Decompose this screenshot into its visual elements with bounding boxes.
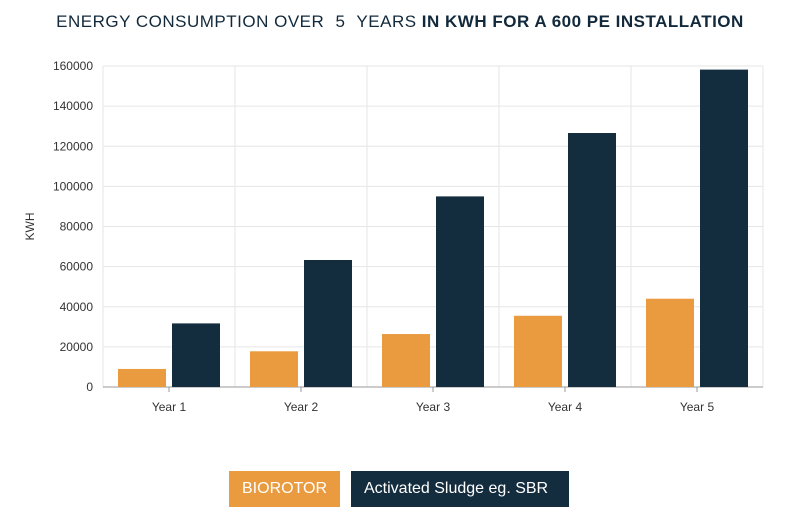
bar-activated-sludge [568,133,616,387]
bar-activated-sludge [304,260,352,387]
y-tick-label: 160000 [53,59,93,73]
bar-biorotor [118,368,166,387]
bar-biorotor [646,298,694,387]
legend-label-biorotor: BIOROTOR [242,480,328,497]
bar-biorotor [250,351,298,387]
y-axis-label: KWH [23,213,37,241]
bar-activated-sludge [172,323,220,387]
y-tick-label: 120000 [53,139,93,153]
x-tick-label: Year 3 [416,400,451,414]
y-tick-label: 40000 [60,300,94,314]
y-tick-label: 60000 [60,260,94,274]
y-tick-label: 0 [86,380,93,394]
x-tick-label: Year 1 [152,400,187,414]
y-tick-label: 20000 [60,340,94,354]
title-prefix: ENERGY CONSUMPTION OVER [56,12,325,31]
legend-item-activated-sludge[interactable]: Activated Sludge eg. SBR [351,471,569,507]
title-number: 5 [335,12,346,31]
legend-label-activated-sludge: Activated Sludge eg. SBR [364,480,549,497]
chart-title: ENERGY CONSUMPTION OVER 5 YEARS IN KWH F… [0,12,800,32]
title-bold-part: IN KWH FOR A 600 PE INSTALLATION [421,12,744,31]
bar-biorotor [514,315,562,387]
bar-activated-sludge [700,69,748,387]
y-tick-label: 140000 [53,99,93,113]
bar-activated-sludge [436,196,484,387]
x-tick-label: Year 5 [680,400,715,414]
x-tick-label: Year 4 [548,400,583,414]
legend-item-biorotor[interactable]: BIOROTOR [229,471,340,507]
bar-biorotor [382,334,430,387]
y-tick-label: 100000 [53,179,93,193]
y-tick-label: 80000 [60,220,94,234]
title-years: YEARS [356,12,417,31]
x-tick-label: Year 2 [284,400,319,414]
